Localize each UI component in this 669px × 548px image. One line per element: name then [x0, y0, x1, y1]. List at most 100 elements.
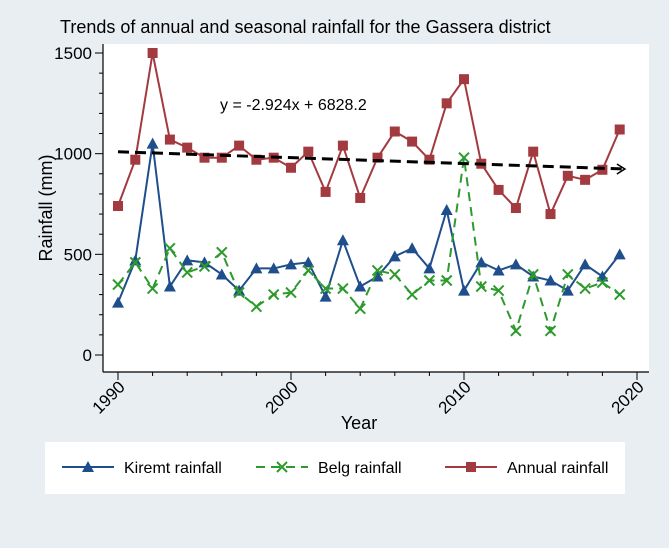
- data-point-marker: [163, 280, 176, 292]
- data-point-marker: [510, 203, 521, 214]
- series-belg-rainfall: [112, 151, 626, 337]
- data-point-marker: [509, 258, 522, 270]
- legend-item: Annual rainfall: [445, 460, 608, 477]
- data-point-marker: [579, 258, 592, 270]
- y-axis-label: Rainfall (mm): [36, 154, 56, 261]
- data-point-marker: [597, 164, 608, 175]
- data-point-marker: [146, 137, 159, 149]
- data-point-marker: [354, 302, 366, 315]
- data-point-marker: [164, 242, 176, 255]
- data-point-marker: [544, 325, 557, 337]
- data-point-marker: [596, 276, 609, 289]
- data-point-marker: [493, 184, 504, 195]
- data-point-marker: [198, 260, 211, 273]
- plot-area: [103, 44, 649, 372]
- y-tick-label: 0: [83, 346, 92, 365]
- data-point-marker: [302, 264, 315, 277]
- data-point-marker: [562, 268, 574, 281]
- data-point-marker: [613, 248, 626, 260]
- data-point-marker: [303, 146, 314, 157]
- x-axis-label: Year: [341, 413, 377, 433]
- data-point-marker: [458, 151, 470, 164]
- data-point-marker: [129, 254, 142, 266]
- data-point-marker: [527, 268, 539, 281]
- data-point-marker: [216, 246, 228, 259]
- legend-box: [45, 442, 625, 494]
- data-point-marker: [285, 286, 297, 299]
- legend-item: Kiremt rainfall: [62, 460, 222, 477]
- legend-label: Belg rainfall: [318, 460, 402, 477]
- data-point-marker: [337, 140, 348, 151]
- data-point-marker: [458, 284, 470, 296]
- data-point-marker: [112, 296, 124, 308]
- series-line: [117, 157, 621, 335]
- data-point-marker: [276, 461, 288, 473]
- data-point-marker: [614, 124, 625, 135]
- data-point-marker: [475, 256, 488, 268]
- trendline-equation: y = -2.924x + 6828.2: [220, 97, 367, 114]
- data-point-marker: [181, 254, 194, 266]
- data-point-marker: [302, 256, 315, 268]
- data-point-marker: [354, 280, 367, 292]
- data-point-marker: [613, 288, 626, 301]
- data-point-marker: [492, 264, 505, 276]
- data-point-marker: [182, 142, 193, 153]
- data-point-marker: [146, 282, 159, 295]
- data-point-marker: [113, 201, 123, 212]
- data-point-marker: [528, 146, 539, 157]
- y-tick-label: 1000: [54, 145, 92, 164]
- data-point-marker: [355, 192, 366, 203]
- data-point-marker: [388, 250, 401, 262]
- data-point-marker: [319, 282, 332, 295]
- data-point-marker: [199, 152, 210, 163]
- chart-title: Trends of annual and seasonal rainfall f…: [60, 17, 551, 37]
- y-tick-label: 1500: [54, 44, 92, 63]
- data-point-marker: [320, 186, 331, 197]
- data-point-marker: [389, 126, 400, 137]
- data-point-marker: [510, 325, 522, 337]
- data-point-marker: [423, 262, 436, 274]
- data-point-marker: [250, 262, 263, 274]
- y-tick-label: 500: [64, 245, 92, 264]
- data-point-marker: [251, 154, 262, 165]
- data-point-marker: [545, 209, 556, 220]
- data-point-marker: [371, 264, 384, 277]
- legend: Kiremt rainfall Belg rainfall Annual rainf…: [62, 460, 608, 477]
- data-point-marker: [562, 170, 573, 181]
- data-point-marker: [267, 288, 280, 301]
- data-point-marker: [466, 462, 476, 472]
- trend-layer: [117, 150, 627, 175]
- data-point-marker: [250, 300, 263, 313]
- series-layer: [112, 48, 626, 337]
- data-point-marker: [440, 274, 453, 287]
- data-point-marker: [130, 154, 141, 165]
- data-point-marker: [285, 258, 297, 270]
- data-point-marker: [440, 204, 453, 216]
- data-point-marker: [459, 74, 469, 85]
- data-point-marker: [267, 262, 280, 274]
- data-point-marker: [336, 234, 349, 246]
- data-point-marker: [372, 152, 383, 163]
- data-point-marker: [407, 136, 418, 147]
- legend-label: Kiremt rainfall: [124, 460, 222, 477]
- data-point-marker: [406, 288, 418, 301]
- y-ticks: 0 500 1000 1500: [54, 44, 103, 365]
- data-point-marker: [441, 98, 452, 109]
- data-point-marker: [492, 284, 505, 297]
- data-point-marker: [406, 242, 419, 254]
- legend-label: Annual rainfall: [507, 460, 608, 477]
- data-point-marker: [181, 266, 193, 279]
- data-point-marker: [286, 162, 296, 173]
- data-point-marker: [164, 134, 175, 145]
- data-point-marker: [580, 174, 591, 185]
- trendline-arrowhead: [616, 163, 627, 175]
- data-point-marker: [423, 274, 436, 287]
- legend-item: Belg rainfall: [256, 460, 402, 477]
- data-point-marker: [337, 282, 349, 295]
- data-point-marker: [112, 278, 124, 291]
- data-point-marker: [82, 461, 94, 472]
- data-point-marker: [424, 154, 435, 165]
- data-point-marker: [233, 286, 245, 299]
- data-point-marker: [389, 268, 401, 281]
